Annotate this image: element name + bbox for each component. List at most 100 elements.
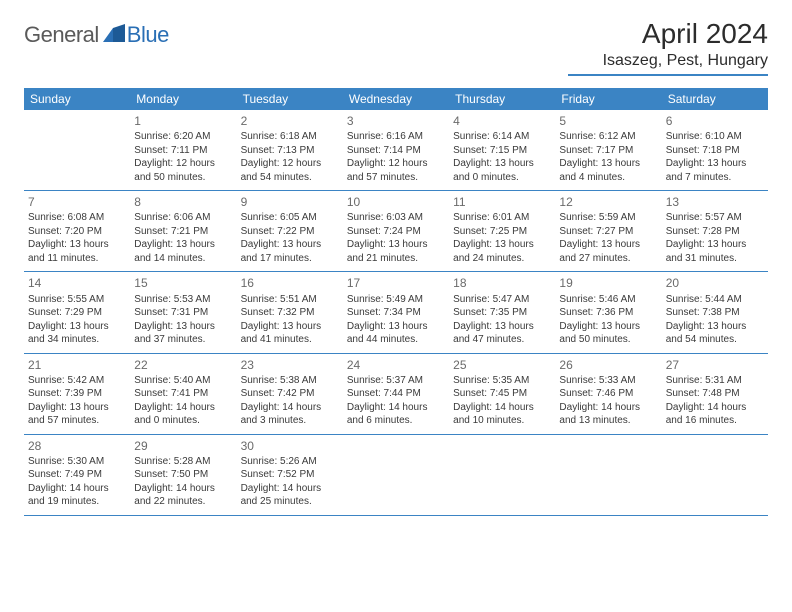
week-row: 1Sunrise: 6:20 AMSunset: 7:11 PMDaylight… — [24, 110, 768, 191]
day-cell: 20Sunrise: 5:44 AMSunset: 7:38 PMDayligh… — [662, 272, 768, 352]
day-text: Daylight: 14 hours — [134, 482, 232, 496]
day-text: Sunset: 7:42 PM — [241, 387, 339, 401]
header: General Blue April 2024 Isaszeg, Pest, H… — [0, 0, 792, 82]
day-text: Daylight: 13 hours — [134, 320, 232, 334]
day-cell: 3Sunrise: 6:16 AMSunset: 7:14 PMDaylight… — [343, 110, 449, 190]
day-number: 29 — [134, 438, 232, 454]
day-text: Sunrise: 6:12 AM — [559, 130, 657, 144]
day-headers: SundayMondayTuesdayWednesdayThursdayFrid… — [24, 88, 768, 110]
logo-mark-icon — [103, 24, 125, 47]
day-text: Sunset: 7:52 PM — [241, 468, 339, 482]
day-header: Thursday — [449, 88, 555, 110]
day-text: Daylight: 13 hours — [453, 238, 551, 252]
day-text: and 6 minutes. — [347, 414, 445, 428]
day-text: and 13 minutes. — [559, 414, 657, 428]
day-text: Sunrise: 5:38 AM — [241, 374, 339, 388]
day-text: and 54 minutes. — [241, 171, 339, 185]
day-text: and 44 minutes. — [347, 333, 445, 347]
day-number: 9 — [241, 194, 339, 210]
day-text: Sunrise: 6:03 AM — [347, 211, 445, 225]
day-cell: 27Sunrise: 5:31 AMSunset: 7:48 PMDayligh… — [662, 354, 768, 434]
day-cell: 6Sunrise: 6:10 AMSunset: 7:18 PMDaylight… — [662, 110, 768, 190]
day-cell: 21Sunrise: 5:42 AMSunset: 7:39 PMDayligh… — [24, 354, 130, 434]
day-text: Sunset: 7:31 PM — [134, 306, 232, 320]
day-text: Sunset: 7:18 PM — [666, 144, 764, 158]
day-cell: 4Sunrise: 6:14 AMSunset: 7:15 PMDaylight… — [449, 110, 555, 190]
day-cell: 29Sunrise: 5:28 AMSunset: 7:50 PMDayligh… — [130, 435, 236, 515]
day-text: Daylight: 13 hours — [666, 238, 764, 252]
day-text: Sunrise: 5:30 AM — [28, 455, 126, 469]
day-text: and 4 minutes. — [559, 171, 657, 185]
day-text: Daylight: 13 hours — [347, 238, 445, 252]
day-text: Sunset: 7:20 PM — [28, 225, 126, 239]
day-text: Daylight: 13 hours — [134, 238, 232, 252]
day-text: and 16 minutes. — [666, 414, 764, 428]
day-cell: 17Sunrise: 5:49 AMSunset: 7:34 PMDayligh… — [343, 272, 449, 352]
day-text: Sunset: 7:34 PM — [347, 306, 445, 320]
day-cell: 22Sunrise: 5:40 AMSunset: 7:41 PMDayligh… — [130, 354, 236, 434]
day-text: Daylight: 12 hours — [134, 157, 232, 171]
day-text: and 47 minutes. — [453, 333, 551, 347]
day-cell: 15Sunrise: 5:53 AMSunset: 7:31 PMDayligh… — [130, 272, 236, 352]
day-cell: 13Sunrise: 5:57 AMSunset: 7:28 PMDayligh… — [662, 191, 768, 271]
day-cell: 1Sunrise: 6:20 AMSunset: 7:11 PMDaylight… — [130, 110, 236, 190]
day-text: Daylight: 14 hours — [666, 401, 764, 415]
week-row: 28Sunrise: 5:30 AMSunset: 7:49 PMDayligh… — [24, 435, 768, 516]
day-text: Daylight: 14 hours — [134, 401, 232, 415]
day-text: Sunrise: 6:05 AM — [241, 211, 339, 225]
day-text: Sunset: 7:22 PM — [241, 225, 339, 239]
day-text: Sunrise: 6:10 AM — [666, 130, 764, 144]
day-text: Daylight: 13 hours — [453, 157, 551, 171]
day-text: Sunset: 7:48 PM — [666, 387, 764, 401]
day-text: and 24 minutes. — [453, 252, 551, 266]
day-number: 18 — [453, 275, 551, 291]
day-text: Sunset: 7:27 PM — [559, 225, 657, 239]
day-text: Sunrise: 5:40 AM — [134, 374, 232, 388]
day-text: and 0 minutes. — [453, 171, 551, 185]
location: Isaszeg, Pest, Hungary — [568, 52, 768, 76]
day-text: Sunrise: 5:42 AM — [28, 374, 126, 388]
day-text: Sunrise: 5:55 AM — [28, 293, 126, 307]
day-text: Sunrise: 6:16 AM — [347, 130, 445, 144]
day-text: Sunrise: 6:18 AM — [241, 130, 339, 144]
day-number: 1 — [134, 113, 232, 129]
day-text: Sunrise: 5:49 AM — [347, 293, 445, 307]
day-cell: 12Sunrise: 5:59 AMSunset: 7:27 PMDayligh… — [555, 191, 661, 271]
day-number: 17 — [347, 275, 445, 291]
day-text: Daylight: 13 hours — [666, 157, 764, 171]
day-number: 11 — [453, 194, 551, 210]
day-text: Sunrise: 5:35 AM — [453, 374, 551, 388]
day-text: Daylight: 14 hours — [28, 482, 126, 496]
day-text: Sunrise: 5:37 AM — [347, 374, 445, 388]
day-text: Sunrise: 5:26 AM — [241, 455, 339, 469]
title-block: April 2024 Isaszeg, Pest, Hungary — [568, 18, 768, 76]
day-text: and 57 minutes. — [347, 171, 445, 185]
day-number: 12 — [559, 194, 657, 210]
day-text: Daylight: 12 hours — [241, 157, 339, 171]
day-number: 4 — [453, 113, 551, 129]
day-header: Saturday — [662, 88, 768, 110]
day-text: Sunrise: 6:14 AM — [453, 130, 551, 144]
day-cell — [555, 435, 661, 515]
day-text: Sunset: 7:11 PM — [134, 144, 232, 158]
day-text: and 34 minutes. — [28, 333, 126, 347]
day-text: Sunset: 7:21 PM — [134, 225, 232, 239]
day-cell: 23Sunrise: 5:38 AMSunset: 7:42 PMDayligh… — [237, 354, 343, 434]
day-text: Sunset: 7:46 PM — [559, 387, 657, 401]
day-text: Sunset: 7:35 PM — [453, 306, 551, 320]
day-text: Sunrise: 6:20 AM — [134, 130, 232, 144]
day-text: and 14 minutes. — [134, 252, 232, 266]
day-text: and 17 minutes. — [241, 252, 339, 266]
calendar: SundayMondayTuesdayWednesdayThursdayFrid… — [0, 88, 792, 516]
day-text: Daylight: 14 hours — [241, 482, 339, 496]
day-text: Daylight: 13 hours — [28, 320, 126, 334]
day-text: and 25 minutes. — [241, 495, 339, 509]
day-number: 14 — [28, 275, 126, 291]
day-text: Daylight: 13 hours — [241, 238, 339, 252]
day-text: Sunrise: 6:08 AM — [28, 211, 126, 225]
day-text: Daylight: 13 hours — [28, 238, 126, 252]
day-text: and 50 minutes. — [134, 171, 232, 185]
day-header: Wednesday — [343, 88, 449, 110]
day-header: Monday — [130, 88, 236, 110]
day-text: Sunrise: 5:53 AM — [134, 293, 232, 307]
